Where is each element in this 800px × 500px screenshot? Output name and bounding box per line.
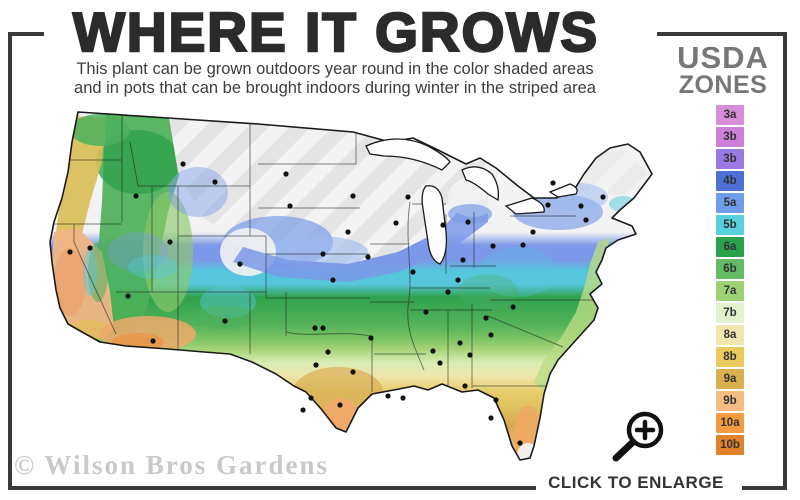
page-title: WHERE IT GROWS xyxy=(72,0,600,64)
frame-right xyxy=(783,32,787,490)
zone-swatch-14-10a: 10a xyxy=(716,413,744,433)
watermark: © Wilson Bros Gardens xyxy=(14,450,329,480)
subtitle: This plant can be grown outdoors year ro… xyxy=(20,60,650,98)
enlarge-control[interactable]: CLICK TO ENLARGE xyxy=(540,404,732,493)
zone-swatch-13-9b: 9b xyxy=(716,391,744,411)
zone-swatch-10-8a: 8a xyxy=(716,325,744,345)
zone-swatch-9-7b: 7b xyxy=(716,303,744,323)
zone-swatch-7-6b: 6b xyxy=(716,259,744,279)
zone-swatch-6-6a: 6a xyxy=(716,237,744,257)
legend-title-zones: ZONES xyxy=(678,71,768,99)
subtitle-line-1: This plant can be grown outdoors year ro… xyxy=(76,60,594,78)
magnifying-glass-plus-icon[interactable] xyxy=(600,404,672,466)
enlarge-label[interactable]: CLICK TO ENLARGE xyxy=(548,473,724,492)
frame-bottom-left xyxy=(8,486,536,490)
zone-swatch-12-9a: 9a xyxy=(716,369,744,389)
subtitle-line-2: and in pots that can be brought indoors … xyxy=(74,79,596,97)
frame-left xyxy=(8,32,12,490)
city-dots xyxy=(67,161,606,446)
zone-swatch-2-3b: 3b xyxy=(716,149,744,169)
frame-top-right xyxy=(657,32,787,36)
frame-top-left xyxy=(8,32,44,36)
zone-swatch-11-8b: 8b xyxy=(716,347,744,367)
us-zone-map xyxy=(49,111,653,461)
legend-title: USDA ZONES xyxy=(660,42,786,98)
zone-swatch-1-3b: 3b xyxy=(716,127,744,147)
zone-swatch-8-7a: 7a xyxy=(716,281,744,301)
zone-swatch-15-10b: 10b xyxy=(716,435,744,455)
zone-swatch-3-4b: 4b xyxy=(716,171,744,191)
frame-bottom-right xyxy=(742,486,787,490)
zone-list: 3a 3b 3b 4b 5a 5b 6a 6b 7a 7b 8a 8b 9a 9b 10a 10b xyxy=(716,105,744,457)
great-lakes xyxy=(365,138,578,265)
zone-swatch-4-5a: 5a xyxy=(716,193,744,213)
zone-swatch-5-5b: 5b xyxy=(716,215,744,235)
legend-title-usda: USDA xyxy=(677,40,769,75)
state-borders xyxy=(54,114,596,392)
zone-swatch-0-3a: 3a xyxy=(716,105,744,125)
